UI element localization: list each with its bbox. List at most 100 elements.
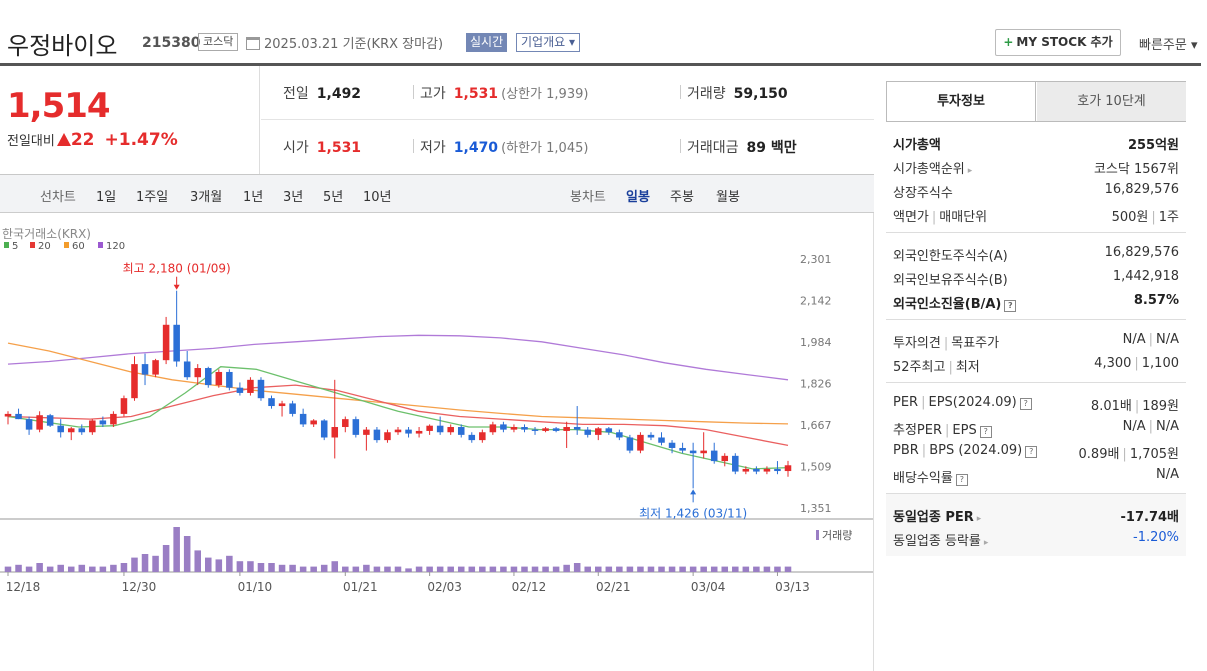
tab-3m[interactable]: 3개월 xyxy=(190,190,223,205)
company-overview-dropdown[interactable]: 기업개요 ▾ xyxy=(516,33,580,52)
candle-body xyxy=(363,429,370,435)
tab-1w[interactable]: 1주일 xyxy=(136,190,169,205)
volume-bar xyxy=(447,566,454,572)
volume-bar xyxy=(784,566,792,572)
candle-body xyxy=(25,419,33,430)
info-row: 배당수익률? N/A xyxy=(886,463,1186,487)
tab-daily[interactable]: 일봉 xyxy=(626,190,650,205)
volume-bar xyxy=(89,566,96,572)
volume-bar xyxy=(205,557,212,572)
volume-bar xyxy=(215,559,223,572)
x-tick-label: 01/21 xyxy=(343,580,378,594)
tab-investment-info[interactable]: 투자정보 xyxy=(887,82,1036,121)
volume-bar xyxy=(236,561,244,572)
info-key[interactable]: 동일업종 PER ▸ xyxy=(893,510,982,525)
tab-weekly[interactable]: 주봉 xyxy=(670,190,694,205)
volume-bar xyxy=(278,564,286,572)
info-key: PER | EPS(2024.09)? xyxy=(893,395,1032,410)
volume-bar xyxy=(268,563,275,572)
header-divider xyxy=(0,63,1201,66)
volume-bar xyxy=(110,564,117,572)
candle-body xyxy=(257,379,265,399)
info-row: 외국인소진율(B/A)? 8.57% xyxy=(886,289,1186,313)
volume-bar xyxy=(141,554,149,572)
volume-bar xyxy=(342,566,349,572)
volume-bar xyxy=(552,566,560,572)
candle-body xyxy=(352,419,360,435)
candle-body xyxy=(479,432,486,441)
legend-swatch xyxy=(64,242,69,248)
candle-body xyxy=(637,434,644,451)
volume-bar xyxy=(489,566,497,572)
candle-body xyxy=(183,361,191,378)
y-tick-label: 2,142 xyxy=(800,295,832,308)
candle-body xyxy=(542,428,549,431)
info-row: 외국인보유주식수(B) 1,442,918 xyxy=(886,265,1186,289)
help-icon[interactable]: ? xyxy=(1025,446,1038,458)
y-tick-label: 2,301 xyxy=(800,253,832,266)
candle-body xyxy=(658,437,665,443)
trade-amount: 거래대금 89 백만 xyxy=(680,137,797,157)
candle-body xyxy=(710,450,718,462)
tab-1y[interactable]: 1년 xyxy=(243,190,264,205)
candle-body xyxy=(521,427,528,430)
x-tick-label: 02/12 xyxy=(512,580,547,594)
tab-1d[interactable]: 1일 xyxy=(96,190,117,205)
info-row: 동일업종 등락률 ▸ -1.20% xyxy=(886,526,1186,550)
candle-body xyxy=(46,415,54,426)
add-my-stock-label: MY STOCK 추가 xyxy=(1016,35,1113,49)
y-tick-label: 1,984 xyxy=(800,336,832,349)
volume-bar xyxy=(257,563,265,572)
tab-order-book[interactable]: 호가 10단계 xyxy=(1037,82,1186,121)
stock-name: 우정바이오 xyxy=(7,32,118,60)
candle-body xyxy=(563,427,570,431)
volume-bar xyxy=(710,566,718,572)
add-my-stock-button[interactable]: + MY STOCK 추가 xyxy=(995,29,1121,56)
chart-period-tabs: 선차트 1일 1주일 3개월 1년 3년 5년 10년 봉차트 일봉 주봉 월봉 xyxy=(0,174,874,213)
volume-bar xyxy=(120,563,128,572)
volume-bar xyxy=(436,566,444,572)
help-icon[interactable]: ? xyxy=(955,474,968,486)
info-row: 추정PER | EPS? N/A | N/A xyxy=(886,415,1186,439)
change-label: 전일대비 xyxy=(7,134,55,149)
base-date: 2025.03.21 기준(KRX 장마감) xyxy=(264,37,444,52)
volume-bar xyxy=(15,564,22,572)
candle-body xyxy=(584,429,591,435)
candlestick-chart: 한국거래소(KRX)5 20 60 120 2,301 2,142 1,984 1,826 1,… xyxy=(0,227,873,594)
low-arrow-head xyxy=(690,489,697,495)
candle-body xyxy=(131,364,138,399)
info-section: 투자의견 | 목표주가 N/A | N/A 52주최고 | 최저 4,300 | 1,100 xyxy=(886,320,1186,383)
ma5-line xyxy=(7,366,789,470)
high-arrow-head xyxy=(173,284,180,290)
info-row: PBR | BPS (2024.09)? 0.89배 | 1,705원 xyxy=(886,439,1186,463)
candle-body xyxy=(742,468,750,472)
info-key[interactable]: 동일업종 등락률 ▸ xyxy=(893,534,989,549)
tab-10y[interactable]: 10년 xyxy=(363,190,392,205)
realtime-button[interactable]: 실시간 xyxy=(466,33,508,52)
tab-3y[interactable]: 3년 xyxy=(283,190,304,205)
help-icon[interactable]: ? xyxy=(1004,300,1017,312)
candle-body xyxy=(89,420,96,433)
tab-5y[interactable]: 5년 xyxy=(323,190,344,205)
volume-bar xyxy=(658,566,665,572)
volume-legend-swatch xyxy=(816,530,819,540)
candle-body xyxy=(531,429,539,431)
tab-monthly[interactable]: 월봉 xyxy=(716,190,740,205)
help-icon[interactable]: ? xyxy=(979,426,992,438)
open-price: 시가 1,531 xyxy=(283,140,362,156)
info-value: N/A xyxy=(1156,467,1179,482)
candle-body xyxy=(226,371,233,388)
help-icon[interactable]: ? xyxy=(1019,398,1032,410)
quick-order-dropdown[interactable]: 빠른주문 ▾ xyxy=(1139,38,1198,53)
volume-bar xyxy=(25,566,33,572)
candle-body xyxy=(15,413,22,420)
legend-label: 5 xyxy=(12,241,18,252)
candle-body xyxy=(67,428,75,433)
legend-label: 20 xyxy=(38,241,51,252)
info-value: N/A | N/A xyxy=(1122,419,1179,434)
candle-body xyxy=(626,437,634,451)
change-value: 22 xyxy=(70,130,95,150)
candle-body xyxy=(120,398,128,414)
volume-bar xyxy=(531,566,539,572)
info-key[interactable]: 시가총액순위 ▸ xyxy=(893,162,973,177)
